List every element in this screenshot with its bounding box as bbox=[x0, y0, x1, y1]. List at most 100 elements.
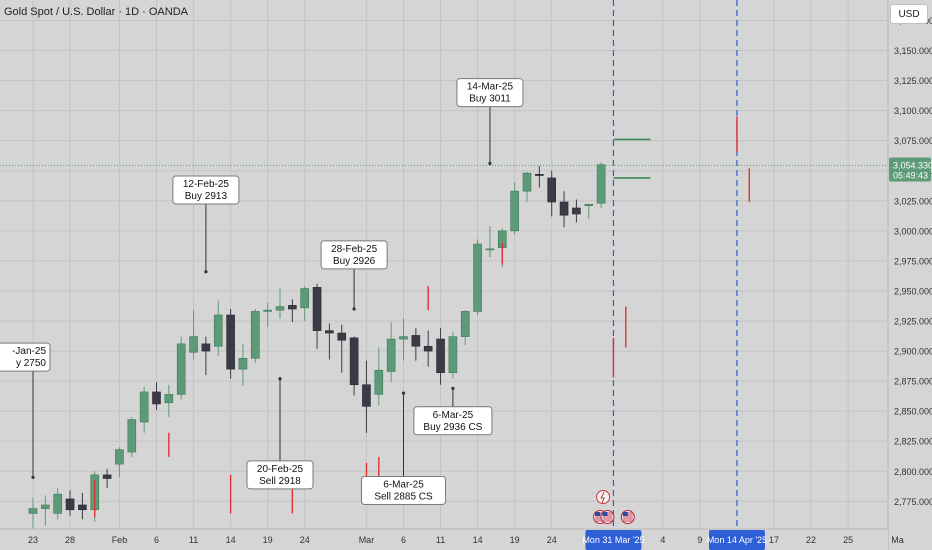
candle[interactable] bbox=[28, 497, 38, 532]
candle[interactable] bbox=[275, 288, 285, 319]
candle[interactable] bbox=[362, 360, 371, 433]
candle-body bbox=[263, 309, 272, 312]
candle[interactable] bbox=[251, 308, 260, 364]
price-tick-label: 3,100.000 bbox=[894, 106, 932, 116]
candle[interactable] bbox=[238, 343, 248, 386]
date-marker-label-text: Mon 31 Mar '25 bbox=[582, 535, 644, 545]
candle-body bbox=[399, 336, 408, 340]
candle-body bbox=[176, 343, 186, 395]
callout-box bbox=[172, 175, 240, 205]
candle[interactable] bbox=[535, 165, 544, 188]
candle-body bbox=[485, 248, 495, 251]
candle[interactable] bbox=[349, 336, 359, 396]
callout-anchor-dot bbox=[488, 161, 492, 166]
candle[interactable] bbox=[596, 162, 606, 208]
date-marker-label[interactable]: Mon 14 Apr '25 bbox=[707, 530, 767, 550]
candlestick-series[interactable] bbox=[28, 162, 606, 532]
candle-body bbox=[411, 335, 421, 347]
grid-layer bbox=[0, 0, 898, 529]
time-tick-label: 17 bbox=[769, 535, 779, 545]
candle[interactable] bbox=[448, 331, 458, 379]
candle[interactable] bbox=[374, 347, 384, 406]
callout-box bbox=[413, 406, 493, 436]
callout-annotation[interactable]: -Jan-25y 2750 bbox=[0, 342, 51, 479]
candle[interactable] bbox=[436, 328, 445, 385]
candle[interactable] bbox=[263, 302, 272, 328]
candle[interactable] bbox=[65, 490, 75, 516]
callout-text: Buy 2913 bbox=[185, 191, 228, 202]
candle[interactable] bbox=[325, 323, 334, 360]
time-tick-label: 11 bbox=[189, 535, 198, 545]
price-axis[interactable]: 3,175.0003,150.0003,125.0003,100.0003,07… bbox=[887, 0, 932, 550]
candle[interactable] bbox=[176, 336, 186, 400]
candle[interactable] bbox=[201, 336, 211, 376]
candle[interactable] bbox=[189, 310, 198, 360]
candle[interactable] bbox=[399, 318, 408, 361]
candle[interactable] bbox=[473, 239, 482, 315]
candle[interactable] bbox=[337, 324, 347, 373]
candle[interactable] bbox=[115, 447, 124, 478]
candle[interactable] bbox=[164, 384, 174, 418]
lightning-bolt bbox=[600, 491, 605, 504]
us-flag-event-icon[interactable] bbox=[600, 510, 615, 524]
candle[interactable] bbox=[102, 468, 112, 489]
candle[interactable] bbox=[226, 308, 235, 379]
callout-text: -Jan-25 bbox=[12, 346, 46, 357]
candle-body bbox=[522, 172, 532, 192]
candle[interactable] bbox=[572, 199, 581, 223]
lightning-event-icon[interactable] bbox=[596, 490, 611, 504]
last-price-countdown: 05:49:43 bbox=[893, 171, 928, 181]
callout-text: 12-Feb-25 bbox=[183, 179, 230, 190]
candle[interactable] bbox=[288, 299, 297, 323]
callout-text: Buy 2936 CS bbox=[423, 422, 482, 433]
candle[interactable] bbox=[522, 171, 532, 202]
candle[interactable] bbox=[423, 330, 433, 367]
candle[interactable] bbox=[127, 417, 137, 457]
candle-body bbox=[300, 288, 310, 309]
candle[interactable] bbox=[460, 310, 470, 346]
time-tick-label: 28 bbox=[65, 535, 75, 545]
time-tick-label: 6 bbox=[154, 535, 159, 545]
candle[interactable] bbox=[584, 204, 594, 219]
candle[interactable] bbox=[152, 382, 161, 410]
candle[interactable] bbox=[386, 322, 396, 383]
event-icons[interactable] bbox=[593, 490, 635, 524]
us-flag-event-icon[interactable] bbox=[620, 510, 635, 524]
callout-box bbox=[456, 78, 524, 108]
candle[interactable] bbox=[547, 170, 557, 217]
candle-body bbox=[152, 391, 161, 405]
candle[interactable] bbox=[53, 488, 63, 520]
time-tick-label: 22 bbox=[806, 535, 816, 545]
callout-text: Buy 2926 bbox=[333, 256, 376, 267]
candle[interactable] bbox=[510, 182, 519, 235]
callout-box bbox=[320, 240, 388, 270]
candle[interactable] bbox=[300, 286, 310, 322]
time-axis[interactable]: 23 28 Feb 6 11 14 19 24 Mar 6 11 14 19 24 4 9 17 22 25 Ma Mo… bbox=[0, 528, 904, 550]
currency-button[interactable]: USD bbox=[890, 4, 928, 24]
candle-body bbox=[312, 287, 322, 331]
candle[interactable] bbox=[78, 492, 87, 520]
candle[interactable] bbox=[41, 495, 50, 526]
candle-body bbox=[164, 394, 174, 404]
candle[interactable] bbox=[485, 226, 495, 258]
price-tick-label: 2,875.000 bbox=[894, 377, 932, 387]
candle[interactable] bbox=[213, 300, 223, 356]
date-marker-label[interactable]: Mon 31 Mar '25 bbox=[582, 530, 645, 550]
chart-title: Gold Spot / U.S. Dollar · 1D · OANDA bbox=[4, 6, 188, 18]
time-tick-label: 11 bbox=[436, 535, 445, 545]
candle[interactable] bbox=[411, 328, 421, 361]
date-marker-label-box bbox=[585, 530, 642, 550]
candle[interactable] bbox=[559, 191, 569, 228]
time-tick-label: 19 bbox=[510, 535, 520, 545]
candle[interactable] bbox=[312, 283, 322, 349]
candle[interactable] bbox=[139, 387, 149, 433]
